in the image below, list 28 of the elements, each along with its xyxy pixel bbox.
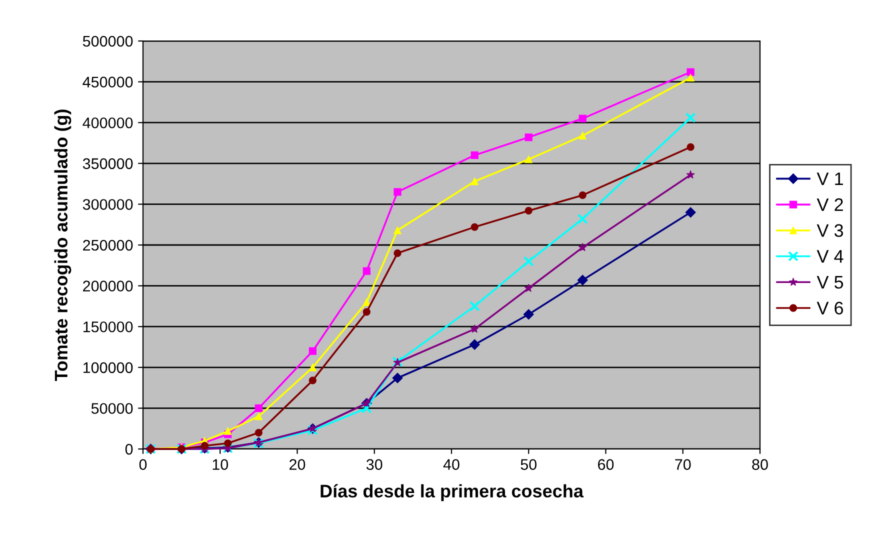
y-axis-title: Tomate recogido acumulado (g) xyxy=(54,110,72,382)
x-tick-label: 80 xyxy=(752,459,768,470)
y-tick-label: 0 xyxy=(125,444,133,455)
x-tick-label: 50 xyxy=(520,459,537,470)
x-tick-label: 40 xyxy=(443,459,460,470)
legend-label: V 6 xyxy=(816,302,844,314)
y-tick-label: 400000 xyxy=(82,117,133,128)
y-tick-label: 300000 xyxy=(82,199,133,210)
x-tick-label: 60 xyxy=(598,459,614,470)
x-tick-label: 30 xyxy=(366,459,382,470)
x-tick-label: 10 xyxy=(212,459,228,470)
x-tick-label: 0 xyxy=(139,459,147,470)
y-tick-label: 500000 xyxy=(82,36,133,47)
legend-label: V 1 xyxy=(816,172,843,186)
legend-label: V 2 xyxy=(816,198,843,211)
y-tick-label: 150000 xyxy=(83,321,133,332)
y-tick-label: 200000 xyxy=(83,280,133,292)
y-tick-label: 50000 xyxy=(91,403,133,414)
y-tick-label: 250000 xyxy=(83,240,133,251)
x-tick-label: 20 xyxy=(290,459,306,470)
x-tick-label: 70 xyxy=(675,459,691,470)
legend-label: V 3 xyxy=(816,224,844,237)
x-axis-title: Días desde la primera cosecha xyxy=(320,484,584,502)
y-tick-label: 450000 xyxy=(82,76,133,88)
legend-label: V 4 xyxy=(816,250,844,263)
legend-label: V 5 xyxy=(816,276,844,289)
y-tick-label: 350000 xyxy=(82,158,133,170)
y-tick-label: 100000 xyxy=(83,362,133,374)
